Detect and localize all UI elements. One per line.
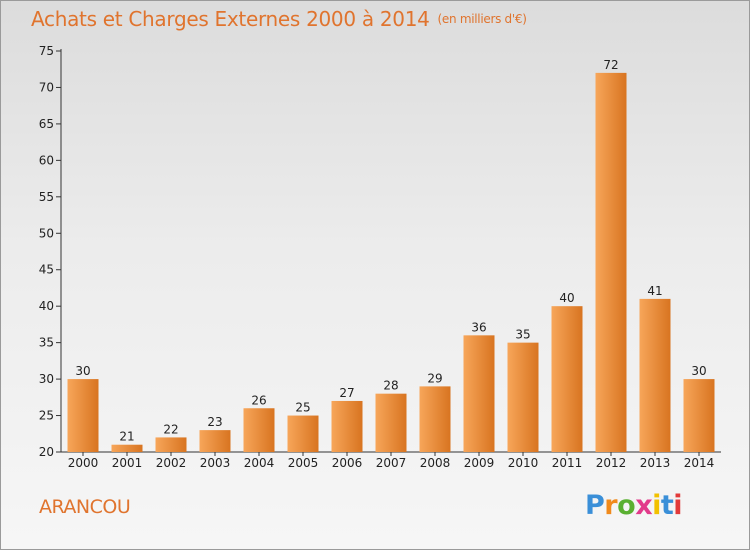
y-tick-label: 75 [39, 44, 54, 58]
data-label: 27 [339, 386, 354, 400]
bar-2000 [67, 379, 99, 452]
y-tick-label: 65 [39, 117, 54, 131]
y-tick-label: 55 [39, 190, 54, 204]
x-tick-label: 2012 [596, 456, 627, 470]
y-tick-label: 70 [39, 80, 54, 94]
x-tick-label: 2010 [508, 456, 539, 470]
data-label: 22 [163, 422, 178, 436]
bar-2003 [199, 430, 231, 452]
x-tick-label: 2007 [376, 456, 407, 470]
bar-2001 [111, 444, 143, 452]
chart-unit: (en milliers d'€) [437, 12, 527, 26]
data-label: 40 [559, 291, 574, 305]
x-tick-label: 2009 [464, 456, 495, 470]
bar-2014 [683, 379, 715, 452]
bar-2008 [419, 386, 451, 452]
x-tick-label: 2014 [684, 456, 715, 470]
bar-2006 [331, 400, 363, 452]
x-tick-label: 2006 [332, 456, 363, 470]
y-tick-label: 35 [39, 336, 54, 350]
bar-2009 [463, 335, 495, 452]
x-tick-label: 2011 [552, 456, 583, 470]
place-name: ARANCOU [39, 496, 131, 518]
y-tick-label: 40 [39, 299, 54, 313]
x-tick-label: 2002 [156, 456, 187, 470]
data-label: 26 [251, 393, 266, 407]
data-label: 28 [383, 379, 398, 393]
y-tick-label: 50 [39, 226, 54, 240]
data-label: 29 [427, 371, 442, 385]
data-label: 30 [75, 364, 90, 378]
chart-title: Achats et Charges Externes 2000 à 2014 (e… [31, 7, 527, 31]
x-tick-label: 2003 [200, 456, 231, 470]
y-tick-label: 60 [39, 153, 54, 167]
x-tick-label: 2004 [244, 456, 275, 470]
x-tick-label: 2005 [288, 456, 319, 470]
data-label: 36 [471, 320, 486, 334]
logo-letter: i [652, 490, 661, 521]
logo-letter: o [617, 490, 636, 521]
y-tick-label: 30 [39, 372, 54, 386]
chart-title-text: Achats et Charges Externes 2000 à 2014 [31, 7, 430, 31]
logo-letter: r [604, 490, 618, 521]
bar-2012 [595, 72, 627, 452]
y-tick-label: 20 [39, 445, 54, 459]
x-tick-label: 2008 [420, 456, 451, 470]
logo-letter: x [635, 490, 653, 521]
data-label: 41 [647, 284, 662, 298]
y-tick-label: 25 [39, 409, 54, 423]
data-label: 30 [691, 364, 706, 378]
logo-letter: P [585, 490, 605, 521]
x-tick-label: 2001 [112, 456, 143, 470]
logo-letter: i [673, 490, 683, 521]
bar-2007 [375, 393, 407, 452]
logo-letter: t [660, 490, 674, 521]
bar-2011 [551, 306, 583, 452]
data-label: 21 [119, 430, 134, 444]
bar-2013 [639, 298, 671, 452]
x-tick-label: 2000 [68, 456, 99, 470]
bar-2002 [155, 437, 187, 452]
data-label: 23 [207, 415, 222, 429]
x-tick-label: 2013 [640, 456, 671, 470]
y-tick-label: 45 [39, 263, 54, 277]
proxiti-logo: Proxiti [585, 490, 683, 521]
bar-2005 [287, 415, 319, 452]
bar-2004 [243, 408, 275, 452]
data-label: 35 [515, 328, 530, 342]
bar-2010 [507, 342, 539, 452]
data-label: 72 [603, 58, 618, 72]
data-label: 25 [295, 401, 310, 415]
